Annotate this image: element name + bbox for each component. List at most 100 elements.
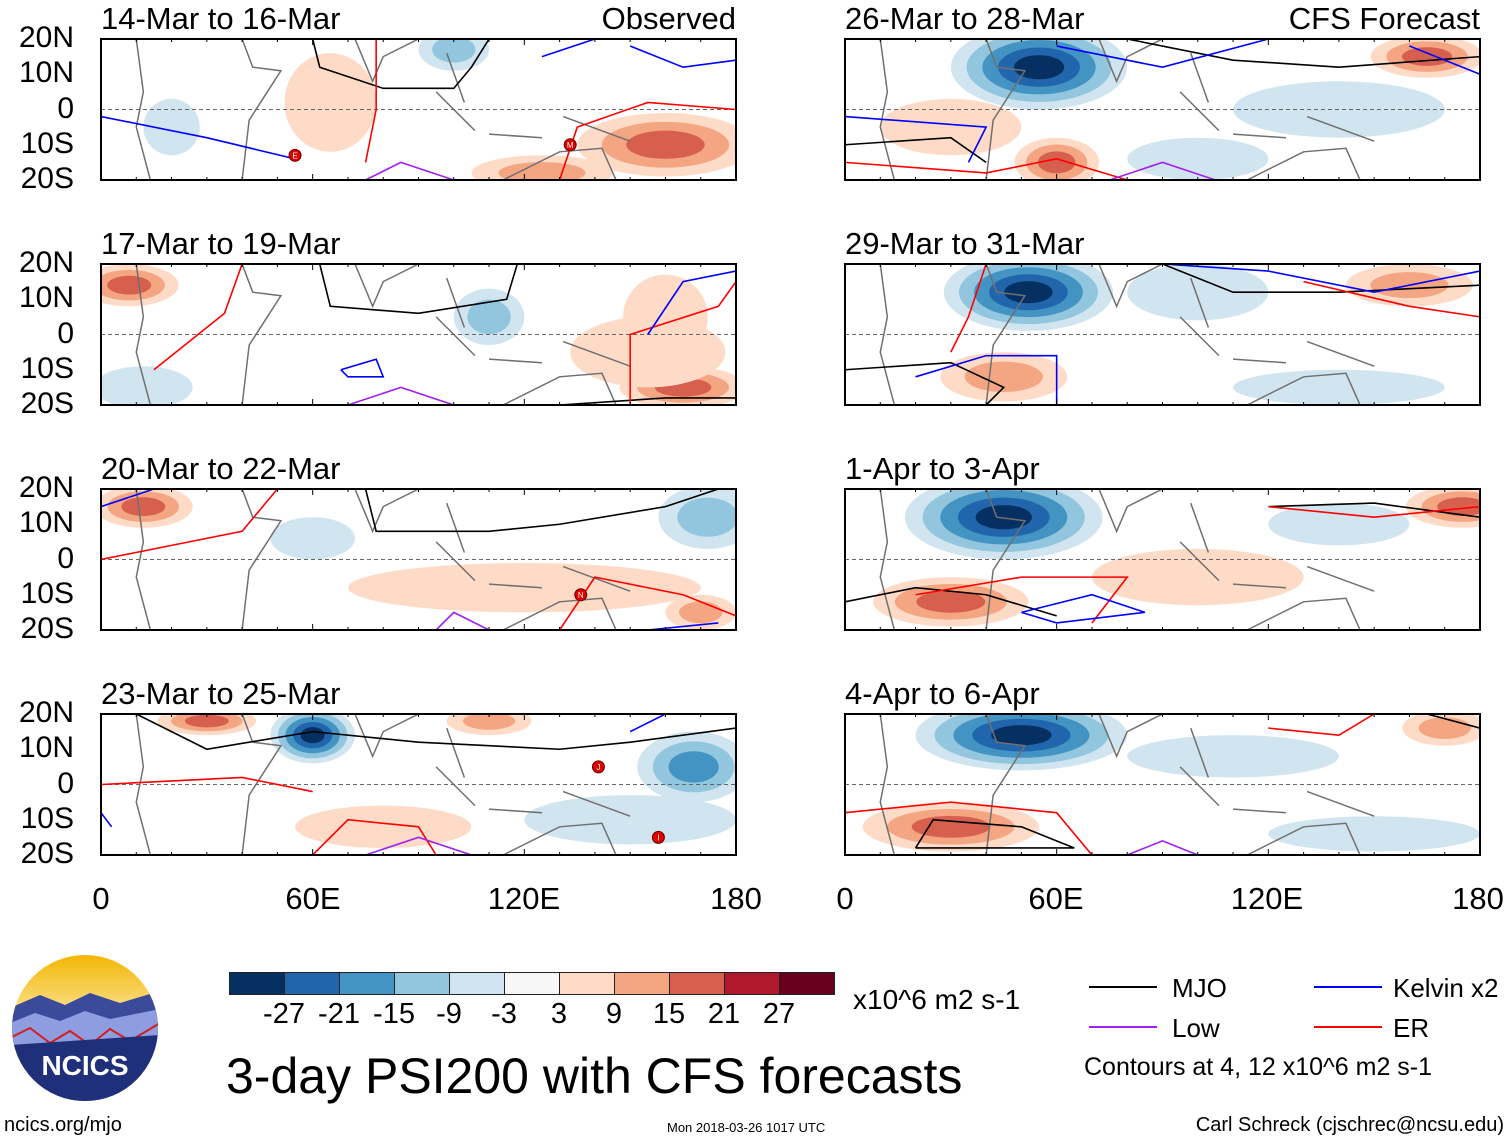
negative-anomaly-shading [677,497,736,537]
panel-title: 26-Mar to 28-Mar [845,1,1085,36]
contour-mjo [311,39,490,90]
positive-anomaly-shading [347,563,701,613]
negative-anomaly-shading [143,98,200,156]
contour-er [1268,714,1375,736]
x-tick-label: 120E [1230,881,1304,916]
cyclone-label: M [567,141,574,150]
map-panel [844,263,1481,406]
contour-er [629,281,736,405]
contour-kelvin [1409,45,1480,75]
legend-swatch-low [1089,1026,1157,1028]
y-tick-label: 20N [18,246,74,279]
colorbar-label: 15 [652,998,686,1030]
positive-anomaly-shading [295,805,472,848]
footer-url[interactable]: ncics.org/mjo [4,1114,122,1136]
colorbar-label: -21 [318,998,360,1030]
contour-kelvin [647,622,719,630]
author-credit: Carl Schreck (cjschrec@ncsu.edu) [1195,1114,1504,1136]
colorbar-swatch [505,973,560,994]
contour-er [845,158,1128,180]
panel-title: 23-Mar to 25-Mar [101,676,341,711]
colorbar-label: 3 [550,998,568,1030]
x-tick-label: 180 [710,881,762,916]
contour-kelvin [915,354,1058,405]
y-tick-label: 10N [18,281,74,315]
colorbar-swatch [725,973,780,994]
x-tick-label: 180 [1452,881,1504,916]
contour-mjo [135,714,736,751]
colorbar-swatch [395,973,450,994]
negative-anomaly-shading [1127,264,1269,321]
positive-anomaly-shading [463,714,516,730]
colorbar-swatch [560,973,615,994]
legend-label-er: ER [1393,1013,1430,1043]
colorbar-label: -27 [263,998,305,1030]
negative-anomaly-shading [270,517,355,560]
contour-kelvin [1021,593,1146,624]
contour-kelvin [629,45,736,69]
positive-anomaly-shading [1037,151,1076,174]
y-tick-label: 0 [57,541,74,575]
panel-title: 14-Mar to 16-Mar [101,1,341,36]
colorbar-swatch [670,973,725,994]
contour-er [1268,505,1480,519]
tropical-cyclone-icon [591,760,605,774]
colorbar-swatch [285,973,340,994]
colorbar-swatch [450,973,505,994]
y-tick-label: 20S [20,387,74,420]
contour-er [845,801,1093,855]
positive-anomaly-shading [284,53,377,152]
negative-anomaly-shading [432,39,476,63]
cyclone-label: N [578,591,584,600]
contour-er [1303,280,1480,318]
contour-low [1126,840,1199,855]
map-panel: JI [100,713,737,856]
y-tick-label: 10N [18,56,74,90]
map-panel [844,488,1481,631]
y-tick-label: 10S [20,351,74,385]
y-tick-label: 20N [18,21,74,54]
map-panel: N [100,488,737,631]
contour-kelvin [101,812,113,828]
y-tick-label: 20N [18,471,74,504]
map-panel: EM [100,38,737,181]
panel-tag: Observed [601,1,736,36]
legend-swatch-kelvin [1314,986,1382,988]
negative-anomaly-shading [1013,55,1065,80]
y-tick-label: 20S [20,162,74,195]
positive-anomaly-shading [626,130,705,159]
contour-mjo [914,818,1075,849]
contour-er [101,489,279,561]
panel-title: 1-Apr to 3-Apr [845,451,1040,486]
negative-anomaly-shading [1127,137,1269,180]
positive-anomaly-shading [679,601,723,624]
negative-anomaly-shading [1268,503,1410,546]
x-tick-label: 60E [285,881,341,916]
map-panel [844,713,1481,856]
contour-mjo [1127,39,1480,69]
logo-text: NCICS [41,1050,128,1081]
negative-anomaly-shading [1233,369,1445,405]
contour-er [558,101,736,180]
colorbar [229,972,835,995]
units-label: x10^6 m2 s-1 [853,984,1021,1015]
legend-label-low: Low [1172,1013,1220,1043]
tropical-cyclone-icon [574,588,588,602]
y-tick-label: 0 [57,316,74,350]
contour-er [153,264,243,371]
contour-mjo [364,489,719,533]
y-tick-label: 0 [57,766,74,800]
negative-anomaly-shading [1004,281,1053,304]
y-tick-label: 10N [18,731,74,765]
positive-anomaly-shading [964,361,1043,392]
negative-anomaly-shading [975,505,1032,530]
positive-anomaly-shading [911,815,991,838]
contour-kelvin [101,115,296,160]
y-tick-label: 10S [20,126,74,160]
contour-mjo [1268,502,1480,518]
colorbar-label: -3 [491,998,517,1030]
colorbar-label: 27 [762,998,796,1030]
negative-anomaly-shading [1268,816,1480,852]
timestamp: Mon 2018-03-26 1017 UTC [667,1120,826,1135]
